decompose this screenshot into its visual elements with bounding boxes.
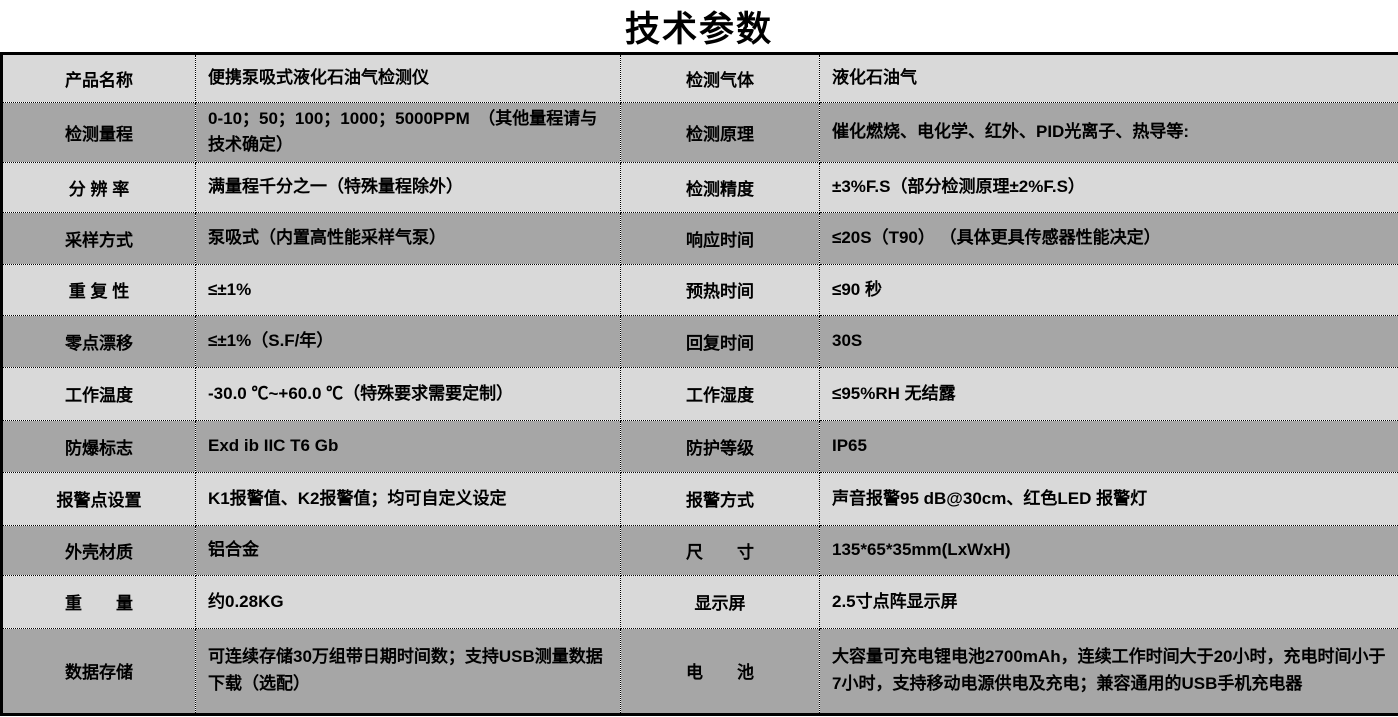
spec-label: 采样方式 [1, 211, 196, 265]
spec-value: 可连续存储30万组带日期时间数；支持USB测量数据下载（选配） [195, 627, 621, 715]
spec-value: ≤±1%（S.F/年） [195, 314, 621, 368]
spec-value: 满量程千分之一（特殊量程除外） [195, 161, 621, 213]
spec-row: 报警点设置 K1报警值、K2报警值；均可自定义设定 报警方式 声音报警95 dB… [1, 471, 1398, 526]
spec-row: 检测量程 0-10；50；100；1000；5000PPM （其他量程请与技术确… [1, 102, 1398, 163]
spec-value: 约0.28KG [195, 574, 621, 629]
spec-label: 产品名称 [1, 53, 196, 103]
spec-row: 重 复 性 ≤±1% 预热时间 ≤90 秒 [1, 263, 1398, 316]
spec-value: 催化燃烧、电化学、红外、PID光离子、热导等: [819, 102, 1398, 163]
spec-value: 声音报警95 dB@30cm、红色LED 报警灯 [819, 471, 1398, 526]
spec-value: 泵吸式（内置高性能采样气泵） [195, 211, 621, 265]
spec-label: 预热时间 [620, 263, 820, 316]
spec-row: 重 量 约0.28KG 显示屏 2.5寸点阵显示屏 [1, 574, 1398, 629]
spec-row: 零点漂移 ≤±1%（S.F/年） 回复时间 30S [1, 314, 1398, 368]
spec-label: 检测原理 [620, 102, 820, 163]
spec-value: 30S [819, 314, 1398, 368]
spec-label: 检测气体 [620, 53, 820, 103]
spec-value: 2.5寸点阵显示屏 [819, 574, 1398, 629]
spec-label: 响应时间 [620, 211, 820, 265]
spec-label: 尺 寸 [620, 524, 820, 576]
spec-value: ≤95%RH 无结露 [819, 366, 1398, 421]
spec-row: 产品名称 便携泵吸式液化石油气检测仪 检测气体 液化石油气 [1, 53, 1398, 103]
spec-label: 电 池 [620, 627, 820, 715]
spec-label: 防护等级 [620, 419, 820, 473]
spec-label: 工作湿度 [620, 366, 820, 421]
spec-row: 采样方式 泵吸式（内置高性能采样气泵） 响应时间 ≤20S（T90） （具体更具… [1, 211, 1398, 265]
spec-row: 工作温度 -30.0 ℃~+60.0 ℃（特殊要求需要定制） 工作湿度 ≤95%… [1, 366, 1398, 421]
spec-label: 检测量程 [1, 102, 196, 163]
spec-label: 零点漂移 [1, 314, 196, 368]
spec-value: 便携泵吸式液化石油气检测仪 [195, 53, 621, 103]
spec-value: IP65 [819, 419, 1398, 473]
spec-row: 数据存储 可连续存储30万组带日期时间数；支持USB测量数据下载（选配） 电 池… [1, 627, 1398, 715]
spec-value: Exd ib IIC T6 Gb [195, 419, 621, 473]
spec-label: 检测精度 [620, 161, 820, 213]
spec-value: ≤20S（T90） （具体更具传感器性能决定） [819, 211, 1398, 265]
spec-value: 0-10；50；100；1000；5000PPM （其他量程请与技术确定） [195, 102, 621, 163]
spec-label: 分 辨 率 [1, 161, 196, 213]
spec-value: ≤90 秒 [819, 263, 1398, 316]
spec-value: 大容量可充电锂电池2700mAh，连续工作时间大于20小时，充电时间小于7小时，… [819, 627, 1398, 715]
spec-value: 铝合金 [195, 524, 621, 576]
spec-table: 产品名称 便携泵吸式液化石油气检测仪 检测气体 液化石油气 检测量程 0-10；… [0, 52, 1398, 716]
spec-row: 分 辨 率 满量程千分之一（特殊量程除外） 检测精度 ±3%F.S（部分检测原理… [1, 161, 1398, 213]
spec-label: 外壳材质 [1, 524, 196, 576]
spec-value: -30.0 ℃~+60.0 ℃（特殊要求需要定制） [195, 366, 621, 421]
spec-label: 数据存储 [1, 627, 196, 715]
spec-label: 显示屏 [620, 574, 820, 629]
spec-value: ±3%F.S（部分检测原理±2%F.S） [819, 161, 1398, 213]
spec-label: 报警点设置 [1, 471, 196, 526]
spec-label: 重 量 [1, 574, 196, 629]
spec-label: 重 复 性 [1, 263, 196, 316]
spec-row: 外壳材质 铝合金 尺 寸 135*65*35mm(LxWxH) [1, 524, 1398, 576]
spec-label: 报警方式 [620, 471, 820, 526]
spec-value: ≤±1% [195, 263, 621, 316]
spec-label: 工作温度 [1, 366, 196, 421]
page-title: 技术参数 [624, 9, 773, 49]
spec-label: 防爆标志 [1, 419, 196, 473]
spec-value: 135*65*35mm(LxWxH) [819, 524, 1398, 576]
spec-row: 防爆标志 Exd ib IIC T6 Gb 防护等级 IP65 [1, 419, 1398, 473]
spec-label: 回复时间 [620, 314, 820, 368]
spec-value: 液化石油气 [819, 53, 1398, 103]
spec-value: K1报警值、K2报警值；均可自定义设定 [195, 471, 621, 526]
